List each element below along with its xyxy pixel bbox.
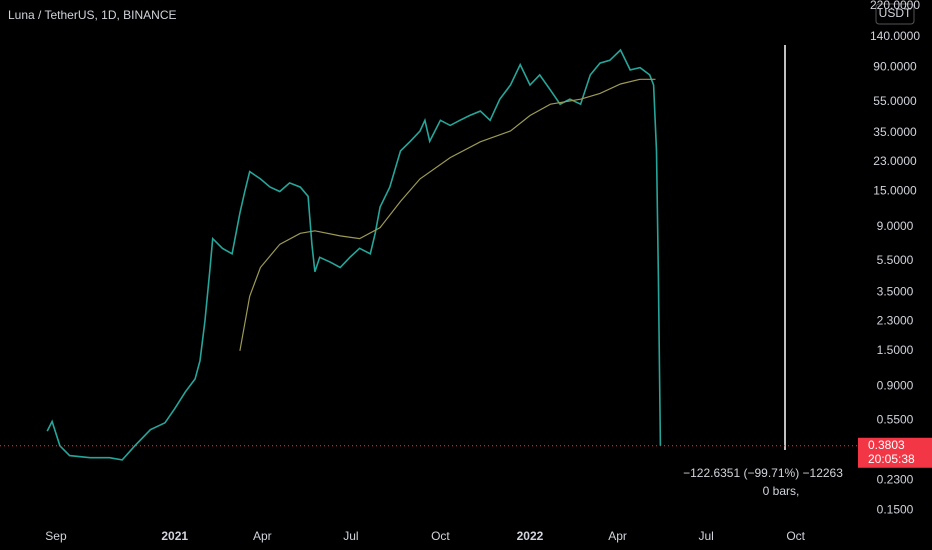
measure-bars: 0 bars, xyxy=(763,484,800,498)
y-tick-label: 15.0000 xyxy=(873,184,917,198)
y-tick-label: 2.3000 xyxy=(877,313,914,327)
chart-title: Luna / TetherUS, 1D, BINANCE xyxy=(8,8,177,22)
y-tick-label: 3.5000 xyxy=(877,284,914,298)
x-tick-label: Oct xyxy=(431,529,450,543)
x-tick-label: Oct xyxy=(786,529,805,543)
currency-box[interactable] xyxy=(875,3,915,25)
y-tick-label: 90.0000 xyxy=(873,60,917,74)
y-tick-label: 23.0000 xyxy=(873,154,917,168)
last-price-box xyxy=(858,437,932,468)
x-tick-label: Sep xyxy=(45,529,67,543)
currency[interactable]: USDT xyxy=(879,6,912,20)
x-tick-label: Apr xyxy=(608,529,627,543)
y-tick-label: 140.0000 xyxy=(870,29,920,43)
y-tick-label: 55.0000 xyxy=(873,94,917,108)
y-tick-label: 0.5500 xyxy=(877,412,914,426)
y-tick-label: 0.2300 xyxy=(877,473,914,487)
x-tick-label: Jul xyxy=(698,529,713,543)
x-tick-label: 2022 xyxy=(517,529,544,543)
y-tick-label: 5.5000 xyxy=(877,253,914,267)
y-tick-label: 9.0000 xyxy=(877,219,914,233)
y-tick-label: 35.0000 xyxy=(873,125,917,139)
y-tick-label: 0.9000 xyxy=(877,378,914,392)
y-tick-label: 220.0000 xyxy=(870,0,920,12)
x-tick-label: 2021 xyxy=(161,529,188,543)
measure-change: −122.6351 (−99.71%) −12263 xyxy=(683,466,843,480)
countdown: 20:05:38 xyxy=(868,452,915,466)
series-line xyxy=(46,48,662,461)
last-price-label: 0.3803 xyxy=(868,438,905,452)
y-tick-label: 1.5000 xyxy=(877,343,914,357)
y-tick-label: 0.1500 xyxy=(877,502,914,516)
x-tick-label: Apr xyxy=(253,529,272,543)
x-tick-label: Jul xyxy=(343,529,358,543)
series-line xyxy=(239,78,656,351)
